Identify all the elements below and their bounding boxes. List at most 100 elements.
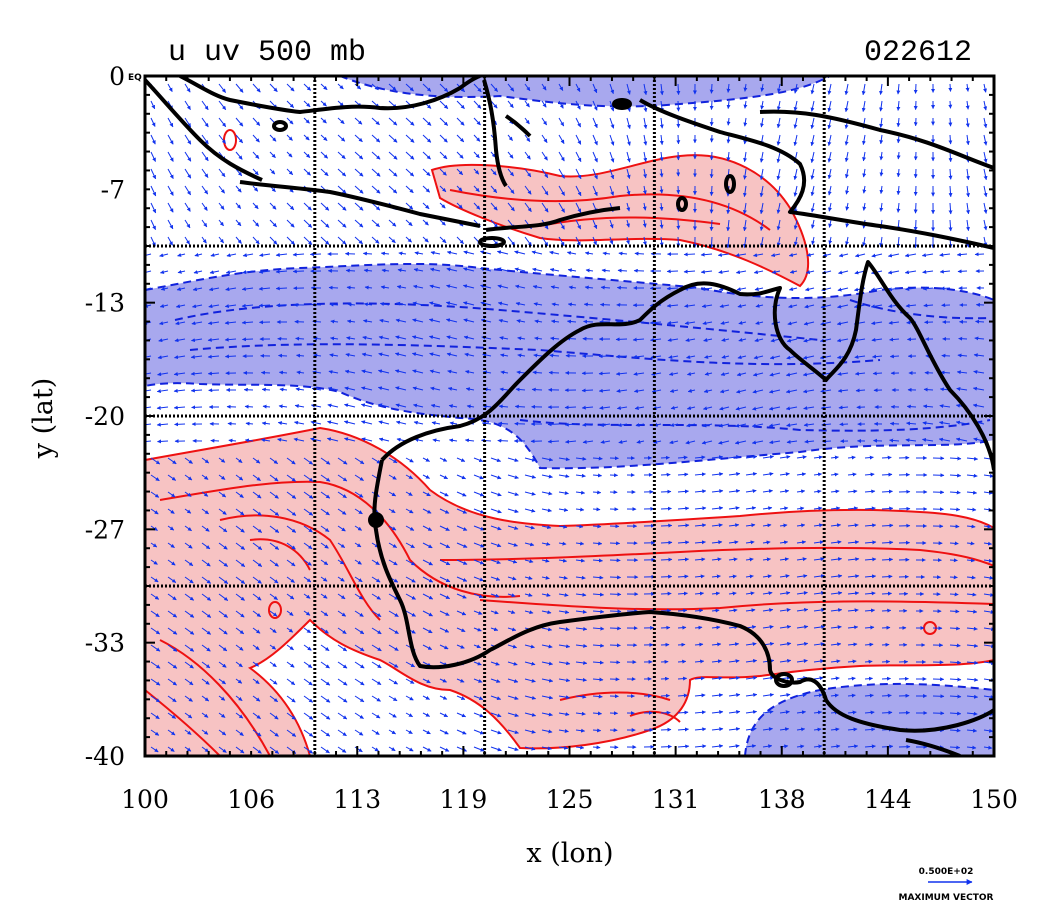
- wind-vector: [405, 134, 415, 143]
- wind-vector: [202, 764, 209, 769]
- y-tick-label: -20: [85, 402, 125, 431]
- wind-vector: [683, 269, 696, 274]
- wind-vector: [218, 202, 225, 210]
- wind-vector: [405, 168, 415, 177]
- wind-vector: [771, 270, 781, 274]
- x-tick-label: 119: [440, 785, 488, 814]
- wind-vector: [388, 168, 398, 177]
- wind-vector: [904, 253, 917, 258]
- wind-vector: [269, 202, 277, 210]
- wind-vector: [363, 319, 373, 324]
- wind-vector: [948, 202, 953, 215]
- wind-vector: [694, 625, 703, 630]
- wind-vector: [735, 253, 747, 258]
- wind-vector: [879, 134, 884, 145]
- wind-vector: [541, 236, 549, 247]
- wind-vector: [845, 185, 850, 195]
- wind-vector: [184, 185, 192, 196]
- wind-vector: [660, 574, 673, 579]
- wind-vector: [541, 168, 549, 179]
- wind-vector: [844, 151, 849, 163]
- wind-vector: [201, 236, 207, 244]
- wind-vector: [534, 319, 543, 324]
- wind-vector: [201, 185, 209, 195]
- wind-vector: [592, 219, 598, 230]
- wind-vector: [957, 269, 968, 274]
- wind-vector: [760, 83, 765, 92]
- wind-vector: [776, 168, 781, 181]
- wind-vector: [881, 591, 892, 596]
- wind-vector: [592, 524, 602, 529]
- wind-vector: [258, 286, 271, 291]
- wind-vector: [939, 269, 951, 274]
- wind-vector: [827, 151, 832, 163]
- wind-vector: [252, 202, 259, 210]
- wind-vector: [956, 252, 968, 257]
- wind-vector: [515, 301, 526, 306]
- wind-vector: [330, 336, 339, 341]
- wind-vector: [949, 507, 961, 512]
- wind-vector: [184, 83, 191, 93]
- wind-vector: [759, 185, 764, 198]
- wind-vector: [201, 168, 209, 178]
- wind-vector: [422, 117, 432, 126]
- wind-vector: [879, 100, 884, 112]
- wind-vector: [592, 83, 598, 94]
- wind-vector: [242, 270, 254, 275]
- wind-vector: [491, 764, 501, 768]
- wind-vector: [700, 269, 713, 274]
- wind-vector: [347, 302, 356, 307]
- wind-vector: [362, 335, 373, 340]
- wind-vector: [827, 83, 832, 95]
- wind-vector: [456, 202, 463, 209]
- title-left: u uv 500 mb: [168, 36, 366, 70]
- wind-vector: [473, 83, 482, 93]
- wind-vector: [150, 202, 157, 214]
- wind-vector: [660, 489, 672, 494]
- wind-vector: [354, 117, 363, 125]
- wind-vector: [218, 236, 224, 244]
- wind-vector: [837, 304, 849, 309]
- wind-vector: [701, 304, 713, 309]
- wind-vector: [429, 301, 441, 306]
- wind-vector: [666, 286, 679, 291]
- wind-vector: [642, 219, 647, 228]
- wind-vector: [150, 117, 156, 127]
- wind-vector: [337, 168, 347, 177]
- wind-vector: [145, 270, 152, 275]
- wind-vector: [224, 354, 237, 359]
- x-tick-label: 106: [227, 785, 275, 814]
- wind-vector: [473, 134, 481, 142]
- wind-vector: [913, 202, 918, 214]
- wind-vector: [948, 83, 953, 92]
- wind-vector: [626, 236, 630, 245]
- wind-vector: [412, 318, 424, 323]
- wind-vector: [167, 151, 174, 162]
- wind-vector: [413, 284, 424, 289]
- wind-vector: [498, 318, 509, 323]
- reference-vector-label: MAXIMUM VECTOR: [898, 893, 993, 903]
- wind-vector: [412, 301, 424, 306]
- wind-vector: [879, 236, 884, 248]
- wind-vector: [742, 185, 747, 198]
- wind-vector: [921, 253, 934, 258]
- wind-vector: [677, 642, 686, 647]
- wind-vector: [659, 83, 664, 96]
- wind-vector: [592, 117, 598, 129]
- wind-vector: [949, 524, 960, 529]
- wind-vector: [371, 236, 380, 244]
- wind-vector: [743, 117, 748, 127]
- wind-vector: [609, 592, 622, 597]
- wind-vector: [983, 202, 988, 214]
- wind-vector: [788, 253, 798, 257]
- wind-vector: [388, 151, 398, 160]
- wind-vector: [940, 286, 951, 291]
- wind-vector: [709, 151, 714, 161]
- wind-vector: [975, 319, 985, 324]
- wind-vector: [235, 151, 243, 160]
- wind-vector: [157, 439, 169, 444]
- wind-vector: [592, 168, 598, 180]
- wind-vector: [218, 168, 226, 178]
- wind-vector: [422, 168, 431, 177]
- wind-vector: [473, 202, 481, 210]
